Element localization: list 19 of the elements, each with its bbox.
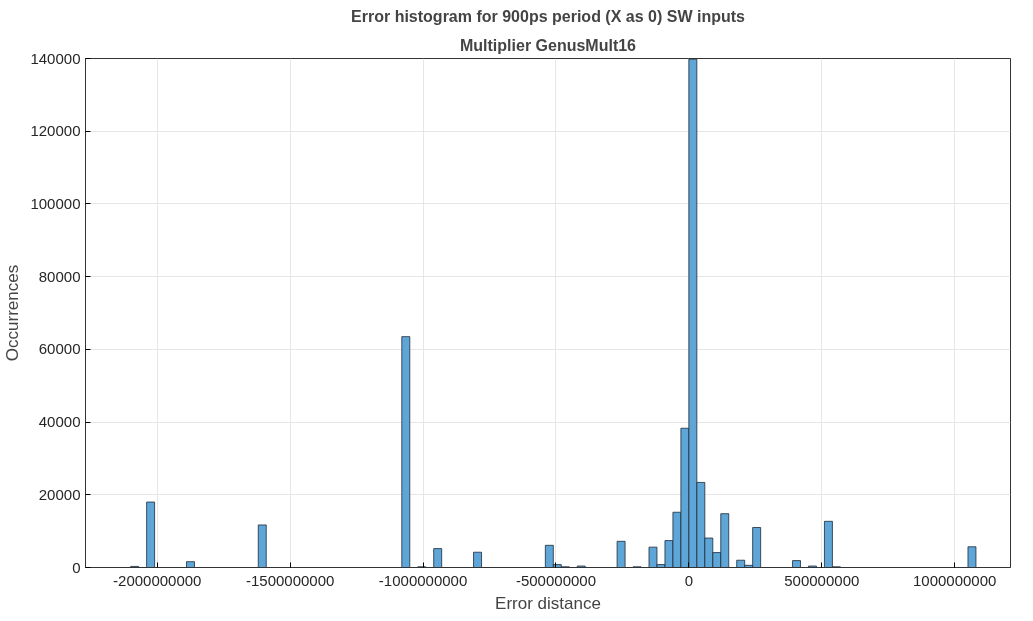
chart-title: Error histogram for 900ps period (X as 0) SW inputs [351,7,746,25]
x-tick-label: -1000000000 [378,571,468,589]
x-tick-label: 1000000000 [912,571,997,589]
x-tick-label: -1500000000 [245,571,335,589]
x-axis-title: Error distance [495,593,601,613]
x-tick-label: 0 [684,571,694,589]
x-tick-label: -2000000000 [113,571,202,589]
y-tick-label: 80000 [38,267,81,285]
y-tick-label: 0 [72,558,81,576]
y-tick-label: 60000 [38,340,81,358]
chart-subtitle: Multiplier GenusMult16 [459,36,637,54]
y-tick-label: 120000 [30,122,81,140]
y-tick-label: 20000 [38,485,81,503]
y-tick-label: 140000 [30,49,81,67]
x-tick-label: 500000000 [784,571,860,589]
y-axis-title: Occurrences [3,264,23,362]
y-tick-label: 40000 [38,413,81,431]
x-tick-label: -500000000 [515,571,597,589]
y-tick-label: 100000 [30,194,81,212]
